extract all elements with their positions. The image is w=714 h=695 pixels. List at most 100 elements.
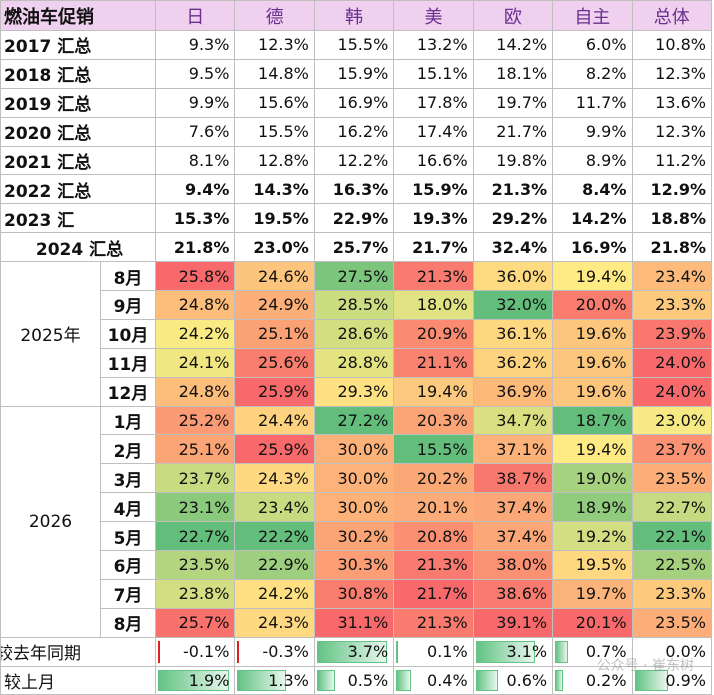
heat-cell: 38.7% [472, 463, 554, 494]
heat-cell: 22.2% [234, 521, 315, 552]
value-cell: 10.8% [631, 30, 713, 60]
row-label: 2021 汇总 [0, 145, 156, 176]
row-label: 2018 汇总 [0, 58, 156, 89]
value-cell: 0.5% [313, 665, 395, 695]
value-cell: 19.8% [472, 145, 554, 176]
value-cell: 0.6% [472, 665, 554, 695]
data-bar [396, 669, 412, 692]
value-cell: 13.2% [393, 30, 474, 60]
heat-cell: 37.1% [472, 434, 554, 465]
heat-cell: 38.0% [472, 550, 554, 580]
annual-row: 2022 汇总 9.4% 14.3% 16.3% 15.9% 21.3% 8.4% 12.9% [0, 174, 713, 205]
month-row: 7月 23.8% 24.2% 30.8% 21.7% 38.6% 19.7% 23.3% [1, 578, 713, 609]
heat-cell: 23.4% [631, 261, 713, 292]
heat-cell: 23.9% [631, 318, 713, 349]
value-cell: 12.2% [313, 145, 395, 176]
heat-cell: 24.8% [154, 290, 236, 320]
value-cell: 18.8% [631, 203, 713, 234]
month-row: 4月 23.1% 23.4% 30.0% 20.1% 37.4% 18.9% 22.7% [1, 492, 713, 523]
value-text: 0.0% [665, 642, 706, 662]
value-cell: 19.5% [234, 203, 315, 234]
value-cell: 14.2% [552, 203, 633, 234]
year-label: 2025年 [0, 261, 101, 407]
heat-cell: 30.2% [313, 521, 395, 552]
heat-cell: 24.8% [154, 376, 236, 407]
row-label: 较去年同期 [0, 636, 156, 667]
heat-cell: 25.6% [234, 347, 315, 378]
value-cell: 15.3% [154, 203, 236, 234]
heat-cell: 22.7% [631, 492, 713, 523]
month-label: 4月 [100, 492, 156, 523]
comparison-row: 较去年同期 -0.1% -0.3% 3.7% 0.1% 3.1% 0.7% 0.0% [0, 636, 713, 667]
annual-row: 2023 汇 15.3% 19.5% 22.9% 19.3% 29.2% 14.2% 18.8… [0, 203, 713, 234]
value-cell: 14.2% [472, 30, 554, 60]
month-label: 9月 [100, 290, 156, 320]
value-cell: 9.9% [154, 87, 236, 118]
value-cell: 11.7% [552, 87, 633, 118]
month-label: 5月 [100, 521, 156, 552]
value-cell: 8.1% [154, 145, 236, 176]
heat-cell: 15.5% [393, 434, 474, 465]
heat-cell: 19.4% [552, 261, 633, 292]
heat-cell: 19.6% [552, 347, 633, 378]
value-cell: 8.4% [552, 174, 633, 205]
month-label: 10月 [100, 318, 156, 349]
value-cell: 22.9% [313, 203, 395, 234]
value-cell: 25.7% [313, 232, 395, 263]
month-row: 8月 25.7% 24.3% 31.1% 21.3% 39.1% 20.1% 23.5% [1, 607, 713, 638]
heat-cell: 23.1% [154, 492, 236, 523]
month-row: 2026 1月 25.2% 24.4% 27.2% 20.3% 34.7% 18.7% 23.0… [0, 405, 713, 638]
column-header: 日 [154, 0, 236, 31]
heat-cell: 20.2% [393, 463, 474, 494]
value-cell: 21.3% [472, 174, 554, 205]
data-bar [158, 669, 229, 692]
heat-cell: 23.4% [234, 492, 315, 523]
value-text: 3.7% [347, 642, 389, 662]
column-header: 欧 [472, 0, 554, 31]
value-cell: 6.0% [552, 30, 633, 60]
heat-cell: 23.3% [631, 290, 713, 320]
value-cell: 32.4% [472, 232, 554, 263]
value-cell: 14.3% [234, 174, 315, 205]
value-cell: 15.6% [234, 87, 315, 118]
value-text: 0.4% [427, 671, 468, 691]
row-label: 2023 汇 [0, 203, 156, 234]
heat-cell: 24.3% [234, 463, 315, 494]
data-bar [475, 640, 535, 663]
value-cell: 16.6% [393, 145, 474, 176]
month-label: 1月 [100, 405, 156, 436]
heat-cell: 19.7% [552, 578, 633, 609]
value-cell: 21.8% [154, 232, 236, 263]
value-cell: -0.3% [234, 636, 315, 667]
column-header: 美 [393, 0, 474, 31]
value-cell: 12.9% [631, 174, 713, 205]
value-text: 1.9% [188, 671, 230, 691]
value-cell: 9.4% [154, 174, 236, 205]
heat-cell: 31.1% [313, 607, 395, 638]
heat-cell: 20.1% [393, 492, 474, 523]
value-cell: 12.3% [234, 30, 315, 60]
month-row: 11月 24.1% 25.6% 28.8% 21.1% 36.2% 19.6% 24.0% [1, 347, 713, 378]
data-bar [316, 640, 388, 663]
month-label: 6月 [100, 550, 156, 580]
heat-cell: 20.1% [552, 607, 633, 638]
value-cell: 13.6% [631, 87, 713, 118]
column-header: 德 [234, 0, 315, 31]
value-cell: 7.6% [154, 116, 236, 147]
annual-row: 2019 汇总 9.9% 15.6% 16.9% 17.8% 19.7% 11.7% 13.6… [0, 87, 713, 118]
month-row: 5月 22.7% 22.2% 30.2% 20.8% 37.4% 19.2% 22.1% [1, 521, 713, 552]
data-bar [158, 640, 160, 663]
heat-cell: 23.0% [631, 405, 713, 436]
heat-cell: 30.0% [313, 434, 395, 465]
annual-row: 2020 汇总 7.6% 15.5% 16.2% 17.4% 21.7% 9.9% 12.3% [0, 116, 713, 147]
heat-cell: 30.0% [313, 492, 395, 523]
heat-cell: 27.2% [313, 405, 395, 436]
annual-row: 2024 汇总 21.8% 23.0% 25.7% 21.7% 32.4% 16.9% 21.… [0, 232, 713, 263]
value-cell: 0.4% [393, 665, 474, 695]
value-cell: 12.3% [631, 58, 713, 89]
value-cell: 1.3% [234, 665, 315, 695]
value-text: 0.5% [347, 671, 389, 691]
value-cell: 3.1% [472, 636, 554, 667]
heat-cell: 28.8% [313, 347, 395, 378]
